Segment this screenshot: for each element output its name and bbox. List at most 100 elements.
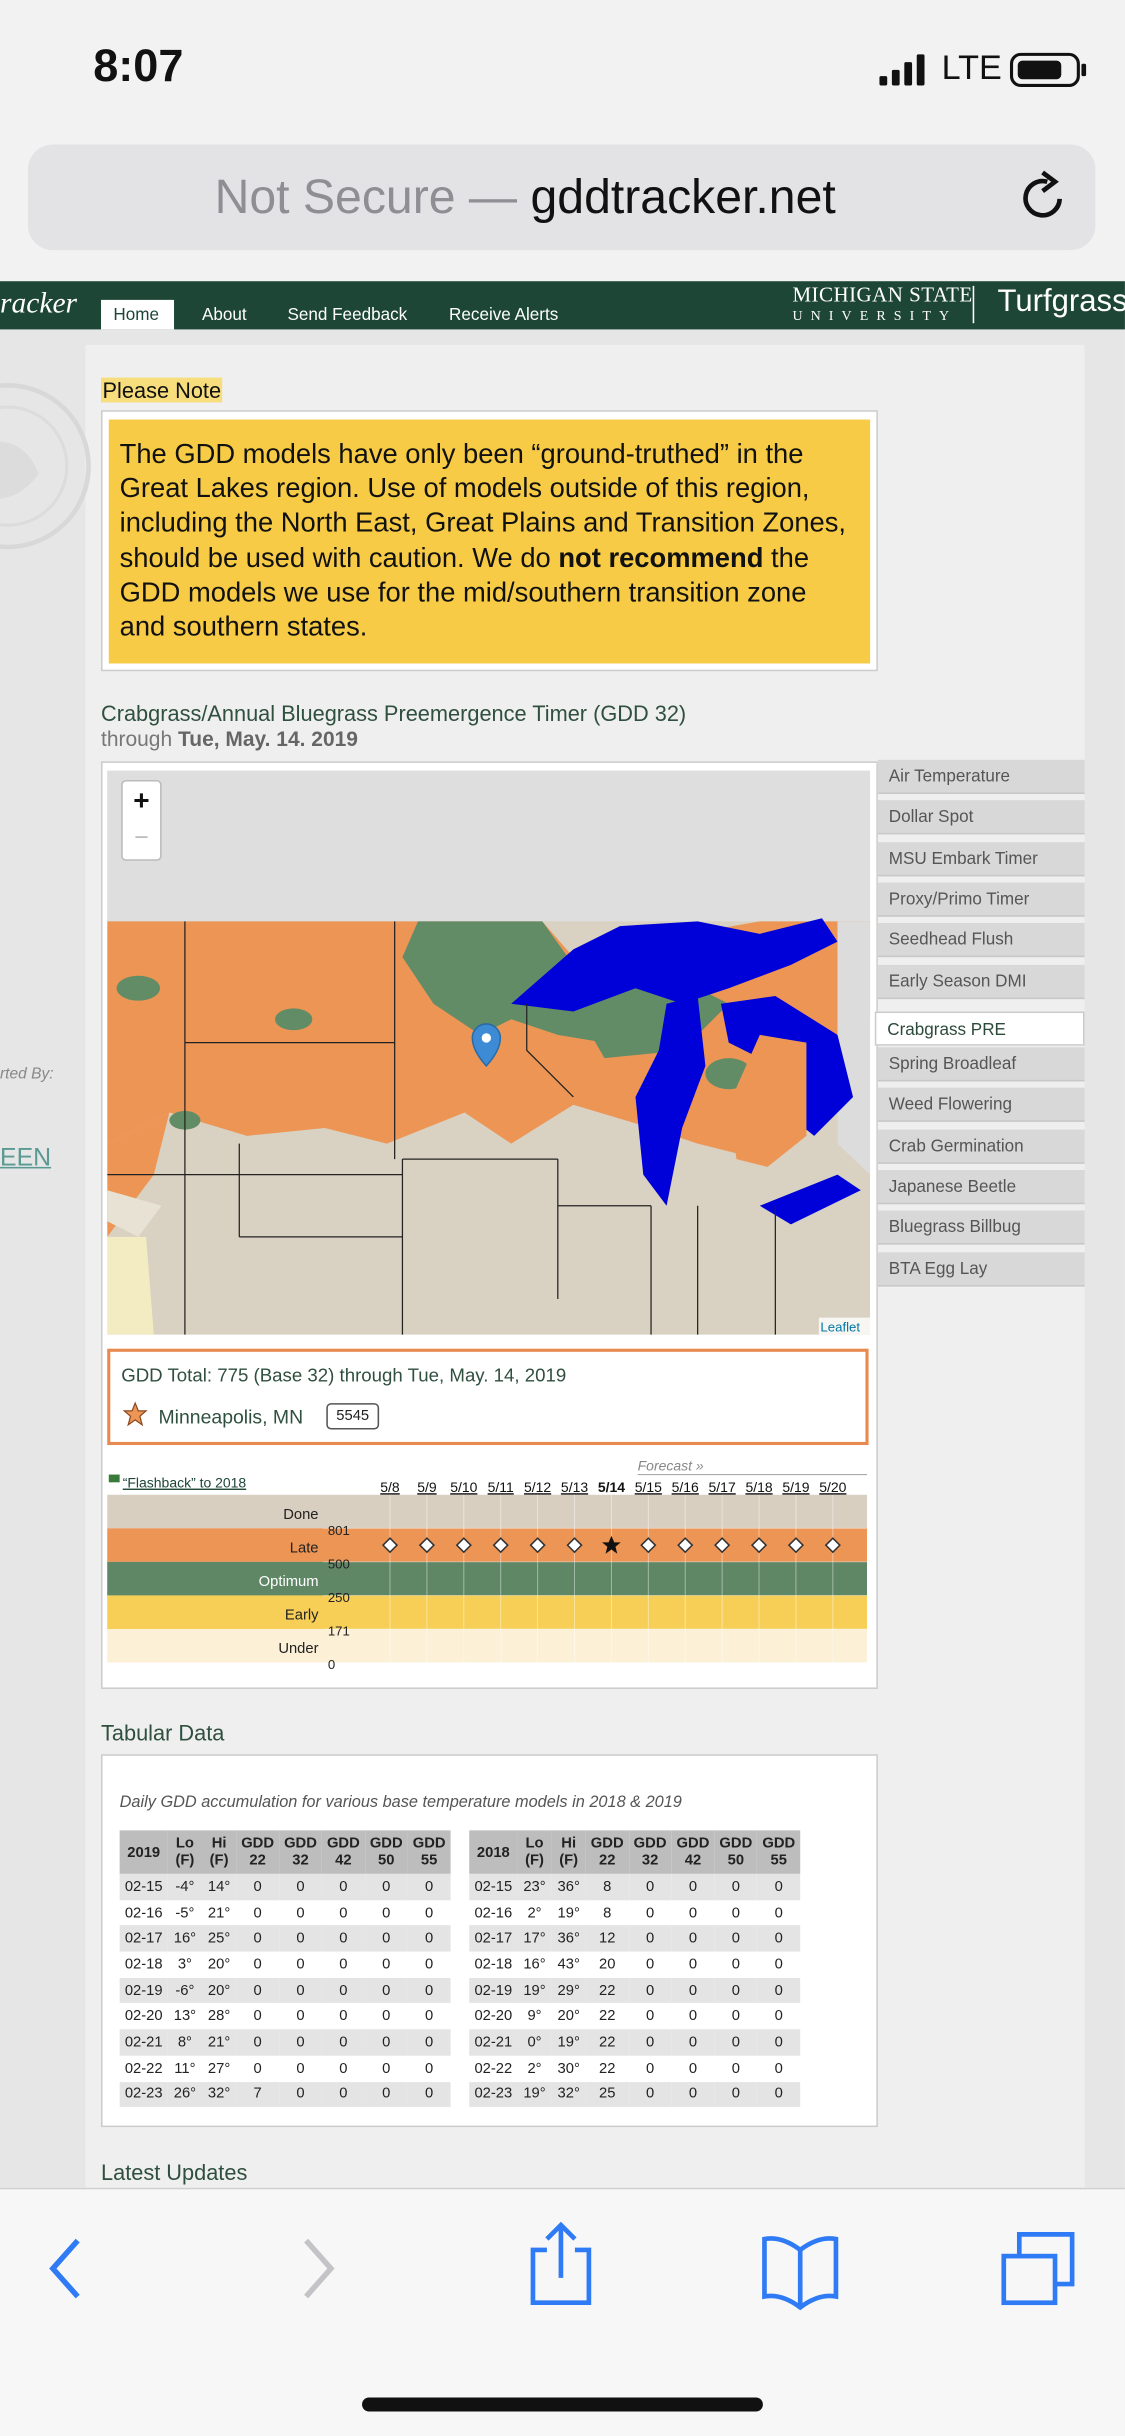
cell: 22 [585,1977,629,2004]
model-menu-item[interactable]: Spring Broadleaf [877,1047,1085,1082]
cell: 8° [167,2029,202,2056]
cell: 0 [645,1904,655,1922]
x-tick-label: 5/9 [417,1479,437,1495]
cell: 0 [407,2081,451,2108]
zoom-out[interactable]: − [134,825,149,852]
cell: 0 [382,1956,391,1974]
day-marker [492,1537,509,1554]
data-row: 02-23 19° 32° 25 0 0 0 0 [469,2081,801,2108]
x-tick-label: 5/13 [561,1479,588,1495]
zoom-in[interactable]: + [133,784,150,816]
cell: 14° [201,1873,237,1900]
cell: 0 [339,1904,348,1922]
header-cell: 2019 [119,1830,168,1874]
model-menu-item[interactable]: Bluegrass Billbug [877,1210,1085,1246]
cell: 23° [517,1873,552,1900]
cell: 0° [517,2029,552,2056]
model-menu-item[interactable]: BTA Egg Lay [877,1251,1085,1286]
share[interactable] [530,2221,592,2306]
stage-band [107,1528,868,1562]
cell: 0 [321,1977,365,2004]
sponsor-link[interactable]: EEN [0,1145,52,1172]
model-menu-item[interactable]: Weed Flowering [877,1088,1085,1123]
security-label: Not Secure — [214,169,518,224]
map-attribution[interactable]: Leaflet [820,1319,861,1335]
cell: 0 [714,1925,758,1952]
flashback-link: “Flashback” to 2018 [123,1475,247,1491]
model-menu-item[interactable]: Early Season DMI [877,964,1085,999]
cell: 19° [557,1904,580,1922]
cell: 20° [557,2007,580,2026]
model-menu-item[interactable]: Seedhead Flush [877,923,1085,958]
day-marker [824,1537,841,1554]
cell: 0 [296,1956,305,1974]
back[interactable] [49,2238,80,2299]
model-menu-item[interactable]: MSU Embark Timer [877,841,1085,876]
model-menu-item[interactable]: Japanese Beetle [877,1170,1085,1205]
bookmarks[interactable] [762,2236,839,2311]
nav-item[interactable]: Send Feedback [287,306,408,325]
cell: 0 [364,2081,408,2108]
cell: 02-18 [474,1956,513,1974]
forward[interactable] [304,2238,335,2299]
cell: 22 [585,2029,629,2056]
cell: 0 [731,2059,740,2077]
cell: 02-18 [124,1956,163,1974]
model-menu-item[interactable]: Crabgrass PRE [874,1011,1085,1046]
cell: 02-17 [119,1925,168,1952]
cell: 0 [714,2081,758,2108]
brand[interactable]: racker [0,287,78,321]
header-cell: 2018 [469,1830,518,1874]
university-label: UNIVERSITY [792,307,958,324]
through-label: through [100,727,173,751]
nav-item[interactable]: Home [113,306,160,325]
cell: 0 [296,1904,305,1922]
cell: 20 [598,1956,616,1974]
station-id: 5545 [326,1403,380,1430]
cell: 0 [321,2029,365,2056]
stage-band [107,1595,868,1630]
model-menu-item[interactable]: Proxy/Primo Timer [877,882,1085,917]
x-tick-label: 5/19 [782,1479,809,1495]
address-bar[interactable] [27,144,1096,251]
model-menu-item[interactable]: Dollar Spot [877,800,1085,835]
model-menu-item[interactable]: Air Temperature [877,759,1085,794]
nav-item[interactable]: Receive Alerts [449,306,559,325]
gdd-table: 2019 Lo (F) Hi (F) GDD 22 GDD 32 GDD 42 GDD 50… [119,1830,451,2108]
cell: 22 [598,2007,616,2026]
day-marker [529,1537,546,1554]
reload[interactable] [1013,168,1075,230]
cell: 2° [527,2059,542,2077]
nav-item[interactable]: About [201,306,247,325]
cell: 0 [757,2081,801,2108]
day-marker [381,1537,399,1554]
model-menu-item[interactable]: Crab Germination [877,1129,1085,1164]
timer-date: through Tue, May. 14. 2019 [101,727,358,750]
y-tick-label: 500 [328,1556,350,1571]
cell: 8 [603,1904,612,1922]
cell: 30° [557,2059,580,2077]
university-name: MICHIGAN STATE [792,282,973,307]
clock: 8:07 [93,41,184,92]
cell: 32° [201,2081,237,2108]
tabs[interactable] [1001,2232,1075,2306]
cell: 0 [774,2059,783,2077]
cell: 0 [714,2029,758,2056]
url: gddtracker.net [530,169,836,224]
note-heading: Please Note [100,377,223,403]
cell: 0 [407,2029,451,2056]
header-cell: GDD 32 [628,1830,672,1874]
zoom-control [121,780,162,861]
cell: 12 [585,1925,629,1952]
data-row: 02-20 9° 20° 22 0 0 0 0 [469,2004,800,2030]
x-tick-label: 5/8 [380,1479,400,1495]
map[interactable] [107,770,871,1335]
cell: -5° [175,1904,195,1922]
cell: 0 [339,2059,348,2077]
cell: 0 [628,1977,672,2004]
seal [0,383,91,550]
cell: 0 [757,1925,801,1952]
day-marker [566,1537,583,1554]
